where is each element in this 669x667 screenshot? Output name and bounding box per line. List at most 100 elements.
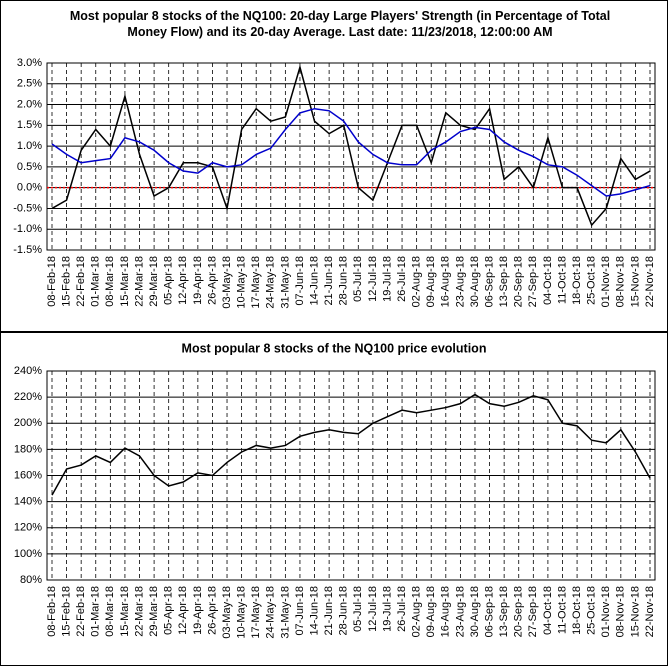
x-tick-label: 26-Jul-18 [396, 256, 408, 302]
x-tick-label: 15-Nov-18 [629, 256, 641, 307]
x-tick-label: 11-Oct-18 [556, 256, 568, 304]
x-tick-label: 31-May-18 [279, 256, 291, 309]
x-tick-label: 24-May-18 [265, 586, 277, 639]
x-tick-label: 15-Feb-18 [60, 586, 72, 637]
y-tick-label: 0.5% [17, 161, 42, 173]
x-tick-label: 08-Mar-18 [104, 256, 116, 307]
x-tick-label: 08-Nov-18 [615, 256, 627, 307]
x-tick-label: 01-Nov-18 [600, 256, 612, 307]
x-tick-label: 15-Mar-18 [119, 586, 131, 637]
y-tick-label: -1.5% [13, 244, 42, 256]
x-tick-label: 16-Aug-18 [440, 256, 452, 307]
x-tick-label: 22-Feb-18 [75, 586, 87, 637]
x-tick-label: 15-Nov-18 [629, 586, 641, 637]
series-line [51, 107, 651, 197]
x-tick-label: 22-Mar-18 [133, 586, 145, 637]
x-tick-label: 01-Mar-18 [90, 586, 102, 637]
x-tick-label: 04-Oct-18 [542, 256, 554, 305]
x-tick-label: 06-Sep-18 [483, 256, 495, 307]
x-tick-label: 15-Feb-18 [60, 256, 72, 307]
x-tick-label: 12-Jul-18 [367, 586, 379, 632]
x-tick-label: 30-Aug-18 [469, 586, 481, 637]
x-tick-label: 18-Oct-18 [571, 256, 583, 305]
x-tick-label: 06-Sep-18 [483, 586, 495, 637]
x-tick-label: 09-Aug-18 [425, 256, 437, 307]
y-tick-label: 120% [14, 522, 42, 534]
x-tick-label: 08-Feb-18 [46, 586, 58, 637]
y-tick-label: 1.0% [17, 140, 42, 152]
y-tick-label: 240% [14, 365, 42, 377]
x-tick-label: 13-Sep-18 [498, 256, 510, 307]
x-tick-label: 23-Aug-18 [454, 256, 466, 307]
x-tick-label: 02-Aug-18 [411, 256, 423, 307]
y-tick-label: 140% [14, 496, 42, 508]
x-tick-label: 27-Sep-18 [527, 586, 539, 637]
x-tick-label: 03-May-18 [221, 256, 233, 309]
x-tick-label: 28-Jun-18 [338, 586, 350, 636]
x-tick-label: 14-Jun-18 [308, 586, 320, 636]
x-tick-label: 22-Nov-18 [644, 586, 656, 637]
x-tick-label: 01-Mar-18 [90, 256, 102, 307]
x-tick-label: 08-Feb-18 [46, 256, 58, 307]
chart-title: Most popular 8 stocks of the NQ100: 20-d… [69, 9, 611, 39]
y-tick-label: 2.0% [17, 98, 42, 110]
x-tick-label: 14-Jun-18 [308, 256, 320, 306]
x-tick-label: 10-May-18 [236, 256, 248, 309]
x-tick-label: 19-Apr-18 [192, 586, 204, 635]
x-tick-label: 12-Jul-18 [367, 256, 379, 302]
x-tick-label: 29-Mar-18 [148, 256, 160, 307]
x-tick-label: 22-Mar-18 [133, 256, 145, 307]
y-tick-label: 100% [14, 548, 42, 560]
x-tick-label: 05-Apr-18 [163, 586, 175, 635]
x-tick-label: 25-Oct-18 [586, 256, 598, 305]
y-tick-label: 0.0% [17, 182, 42, 194]
x-tick-label: 04-Oct-18 [542, 586, 554, 635]
x-tick-label: 23-Aug-18 [454, 586, 466, 637]
x-tick-label: 07-Jun-18 [294, 586, 306, 636]
x-tick-label: 30-Aug-18 [469, 256, 481, 307]
x-tick-label: 01-Nov-18 [600, 586, 612, 637]
x-tick-label: 26-Jul-18 [396, 586, 408, 632]
x-tick-label: 05-Jul-18 [352, 256, 364, 302]
x-tick-label: 16-Aug-18 [440, 586, 452, 637]
title-box: Most popular 8 stocks of the NQ100: 20-d… [69, 9, 611, 39]
x-tick-label: 29-Mar-18 [148, 586, 160, 637]
x-tick-label: 20-Sep-18 [513, 586, 525, 637]
x-tick-label: 02-Aug-18 [411, 586, 423, 637]
x-tick-label: 24-May-18 [265, 256, 277, 309]
y-tick-label: 180% [14, 443, 42, 455]
x-tick-label: 28-Jun-18 [338, 256, 350, 306]
x-tick-label: 19-Jul-18 [381, 586, 393, 632]
x-tick-label: 07-Jun-18 [294, 256, 306, 306]
series-line [51, 64, 651, 227]
x-tick-label: 09-Aug-18 [425, 586, 437, 637]
x-tick-label: 17-May-18 [250, 586, 262, 639]
x-tick-label: 08-Mar-18 [104, 586, 116, 637]
y-tick-label: 80% [20, 574, 42, 586]
y-tick-label: -1.0% [13, 223, 42, 235]
x-tick-label: 20-Sep-18 [513, 256, 525, 307]
y-tick-label: 220% [14, 391, 42, 403]
chart-title: Most popular 8 stocks of the NQ100 price… [182, 341, 487, 355]
y-tick-label: -0.5% [13, 202, 42, 214]
x-tick-label: 19-Jul-18 [381, 256, 393, 302]
y-tick-label: 1.5% [17, 119, 42, 131]
x-tick-label: 18-Oct-18 [571, 586, 583, 635]
x-tick-label: 10-May-18 [236, 586, 248, 639]
x-tick-label: 15-Mar-18 [119, 256, 131, 307]
x-tick-label: 11-Oct-18 [556, 586, 568, 634]
x-tick-label: 27-Sep-18 [527, 256, 539, 307]
x-tick-label: 03-May-18 [221, 586, 233, 639]
x-tick-label: 22-Nov-18 [644, 256, 656, 307]
x-tick-label: 26-Apr-18 [206, 586, 218, 635]
y-tick-label: 2.5% [17, 78, 42, 90]
series-line [51, 393, 651, 496]
y-tick-label: 200% [14, 417, 42, 429]
x-tick-label: 05-Apr-18 [163, 256, 175, 305]
x-tick-label: 05-Jul-18 [352, 586, 364, 632]
y-tick-label: 3.0% [17, 57, 42, 69]
x-tick-label: 19-Apr-18 [192, 256, 204, 305]
x-tick-label: 25-Oct-18 [586, 586, 598, 635]
